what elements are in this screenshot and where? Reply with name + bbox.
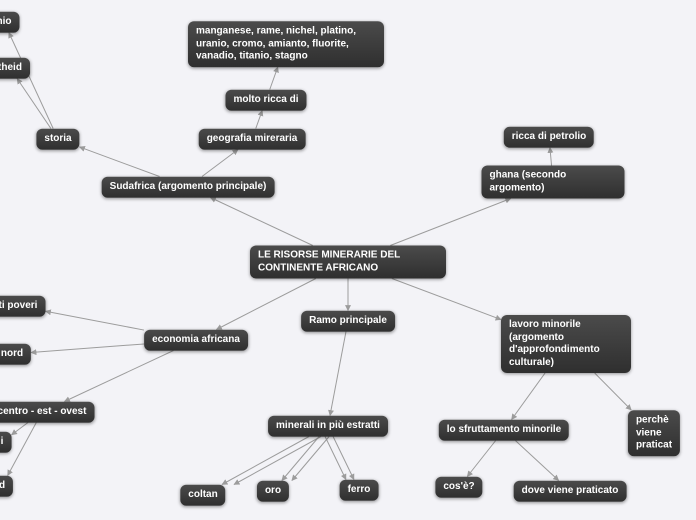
node-label: centro - est - ovest — [0, 406, 86, 417]
edge-storia-apartheid — [17, 79, 51, 129]
edge-lavoro-perche — [595, 373, 632, 410]
node-label: oro — [265, 485, 281, 496]
node-perche[interactable]: perchè viene praticat — [628, 410, 680, 456]
edge-minerali-coltan — [222, 437, 309, 485]
node-label: nio — [0, 16, 12, 27]
node-label: ferro — [348, 484, 371, 495]
edge-economia-centro — [64, 351, 173, 402]
edge-economia-nord — [31, 344, 144, 353]
node-label: minerali in più estratti — [276, 420, 380, 431]
edge-sfrut-cose — [467, 441, 495, 477]
node-label: d — [0, 480, 5, 491]
node-label: geografia mireraria — [207, 133, 298, 144]
node-label: LE RISORSE MINERARIE DEL CONTINENTE AFRI… — [258, 250, 400, 274]
edge-minerali-ferro — [325, 437, 346, 480]
edge-root-lavoro — [392, 279, 501, 320]
concept-map-canvas[interactable]: LE RISORSE MINERARIE DEL CONTINENTE AFRI… — [0, 0, 696, 520]
node-label: dove viene praticato — [522, 485, 619, 496]
node-label: economia africana — [152, 334, 240, 345]
node-minelist[interactable]: manganese, rame, nichel, platino, uranio… — [188, 21, 384, 67]
edge-minerali-ferro — [333, 437, 354, 480]
node-storia[interactable]: storia — [36, 129, 79, 150]
edge-centro-sub2 — [8, 423, 37, 476]
edge-minerali-coltan — [234, 437, 321, 485]
node-root[interactable]: LE RISORSE MINERARIE DEL CONTINENTE AFRI… — [250, 246, 446, 279]
edge-ghana-petrolio — [550, 148, 552, 166]
node-label: manganese, rame, nichel, platino, uranio… — [196, 25, 356, 61]
node-economia[interactable]: economia africana — [144, 330, 248, 351]
node-geografia[interactable]: geografia mireraria — [199, 129, 306, 150]
node-label: coltan — [188, 489, 217, 500]
edge-sudafrica-geografia — [202, 150, 238, 177]
node-ramo[interactable]: Ramo principale — [301, 311, 395, 332]
node-coltan[interactable]: coltan — [180, 485, 225, 506]
node-label: i — [1, 436, 4, 447]
edge-lavoro-sfrut — [512, 373, 546, 420]
node-label: storia — [44, 133, 71, 144]
edge-minerali-oro — [292, 437, 329, 481]
node-label: ti poveri — [0, 300, 37, 311]
node-label: lavoro minorile (argomento d'approfondim… — [509, 319, 600, 368]
node-apartheid[interactable]: theid — [0, 58, 30, 79]
edge-centro-sub1 — [12, 423, 29, 435]
node-label: ricca di petrolio — [512, 131, 586, 142]
node-label: nord — [1, 348, 23, 359]
node-poveri[interactable]: ti poveri — [0, 296, 45, 317]
edge-ramo-minerali — [330, 332, 346, 416]
edge-minerali-oro — [282, 437, 319, 481]
edge-geografia-ricca — [256, 111, 262, 129]
node-lavoro[interactable]: lavoro minorile (argomento d'approfondim… — [501, 315, 631, 373]
node-centro[interactable]: centro - est - ovest — [0, 402, 94, 423]
node-oro[interactable]: oro — [257, 481, 289, 502]
node-petrolio[interactable]: ricca di petrolio — [504, 127, 594, 148]
node-cose[interactable]: cos'è? — [435, 477, 482, 498]
node-sub1[interactable]: i — [0, 432, 11, 453]
node-nord[interactable]: nord — [0, 344, 31, 365]
node-ricca[interactable]: molto ricca di — [225, 90, 306, 111]
edge-root-sudafrica — [210, 198, 312, 246]
edge-economia-poveri — [46, 311, 145, 330]
node-label: Ramo principale — [309, 315, 387, 326]
node-label: Sudafrica (argomento principale) — [110, 181, 267, 192]
node-label: cos'è? — [443, 481, 474, 492]
node-label: ghana (secondo argomento) — [490, 170, 567, 194]
node-label: lo sfruttamento minorile — [447, 424, 561, 435]
node-sfrut[interactable]: lo sfruttamento minorile — [439, 420, 569, 441]
node-sudafrica[interactable]: Sudafrica (argomento principale) — [102, 177, 275, 198]
edge-root-ghana — [390, 199, 510, 246]
node-sub2[interactable]: d — [0, 476, 13, 497]
node-ghana[interactable]: ghana (secondo argomento) — [482, 166, 625, 199]
node-label: theid — [0, 62, 22, 73]
node-label: molto ricca di — [233, 94, 298, 105]
edge-ricca-minelist — [270, 67, 278, 90]
edge-sfrut-dove — [515, 441, 558, 481]
node-ferro[interactable]: ferro — [340, 480, 379, 501]
node-label: perchè viene praticat — [636, 414, 672, 450]
edge-sudafrica-storia — [80, 147, 160, 177]
edge-storia-colonia — [9, 33, 53, 129]
node-colonia[interactable]: nio — [0, 12, 20, 33]
node-dove[interactable]: dove viene praticato — [514, 481, 627, 502]
node-minerali[interactable]: minerali in più estratti — [268, 416, 388, 437]
